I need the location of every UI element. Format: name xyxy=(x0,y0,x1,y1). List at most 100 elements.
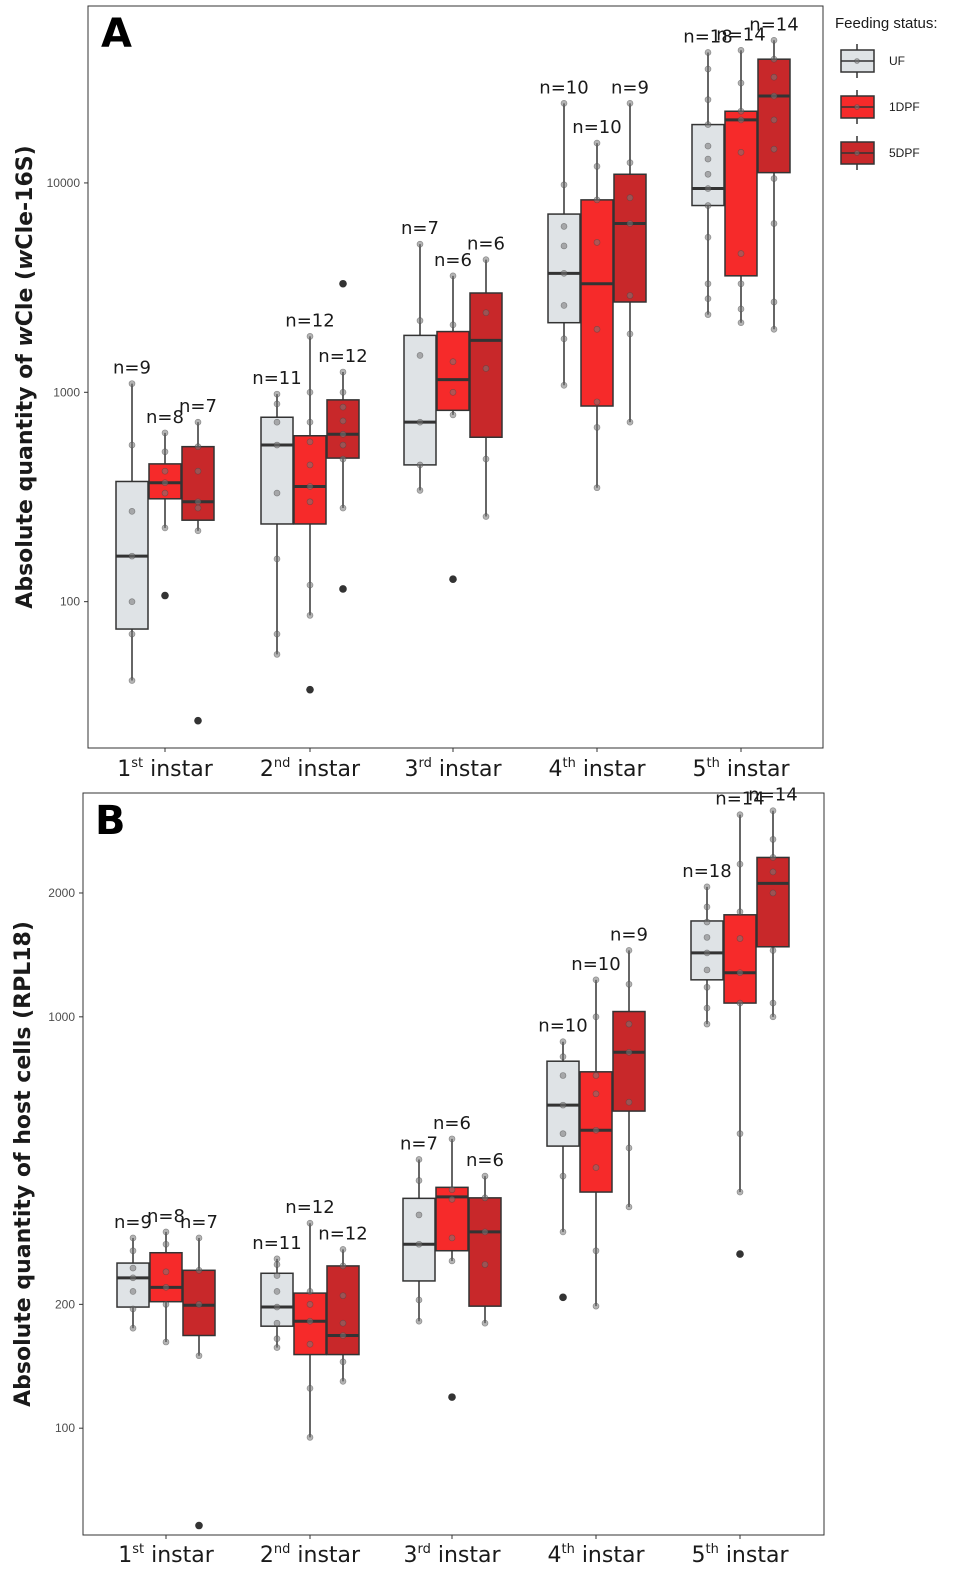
data-point xyxy=(704,233,712,241)
box-1dpf-2: n=12 xyxy=(285,310,335,694)
data-point xyxy=(128,677,136,684)
data-point xyxy=(736,935,744,942)
data-point xyxy=(736,999,744,1007)
data-point xyxy=(703,903,711,911)
data-point xyxy=(449,388,457,396)
data-point xyxy=(339,417,347,425)
box-body xyxy=(468,1197,502,1307)
data-point xyxy=(128,380,136,387)
data-point xyxy=(161,479,169,486)
box-body xyxy=(260,1272,294,1327)
data-point xyxy=(339,455,347,463)
data-point xyxy=(625,1020,633,1028)
sample-size-label: n=9 xyxy=(113,358,151,379)
data-point xyxy=(339,504,347,512)
outlier-point xyxy=(161,591,169,600)
sample-size-label: n=11 xyxy=(252,368,301,389)
sample-size-label: n=7 xyxy=(180,1212,218,1233)
data-point xyxy=(339,1319,347,1327)
data-point xyxy=(769,868,777,876)
data-point xyxy=(162,1228,170,1236)
sample-size-label: n=14 xyxy=(749,14,798,35)
data-point xyxy=(770,220,778,227)
x-tick-label: 1st instar xyxy=(118,1542,214,1568)
sample-size-label: n=9 xyxy=(114,1212,152,1233)
data-point xyxy=(737,116,745,124)
data-point xyxy=(306,1317,314,1325)
data-point xyxy=(593,398,601,406)
sample-size-label: n=7 xyxy=(179,396,217,417)
data-point xyxy=(416,418,424,426)
outlier-point xyxy=(339,585,347,593)
data-point xyxy=(273,390,281,398)
box-body xyxy=(469,292,503,438)
data-point xyxy=(559,1172,567,1180)
data-point xyxy=(770,116,778,124)
data-point xyxy=(559,1228,567,1236)
box-5dpf-4: n=9 xyxy=(611,77,649,426)
data-point xyxy=(626,194,634,202)
data-point xyxy=(703,1020,711,1028)
legend-title: Feeding status: xyxy=(835,15,938,32)
data-point xyxy=(481,1194,489,1202)
data-point xyxy=(704,142,712,150)
data-point xyxy=(273,630,281,638)
x-tick-label: 5th instar xyxy=(691,1542,789,1568)
data-point xyxy=(481,1172,489,1180)
data-point xyxy=(129,1305,137,1313)
data-point xyxy=(448,1186,456,1193)
data-point xyxy=(448,1257,456,1265)
sample-size-label: n=9 xyxy=(610,924,648,945)
data-point xyxy=(306,1301,314,1308)
data-point xyxy=(770,145,778,153)
data-point xyxy=(593,239,601,246)
data-point xyxy=(129,1288,137,1295)
box-body xyxy=(149,1251,183,1303)
data-point xyxy=(415,1240,423,1248)
data-point xyxy=(769,889,777,897)
series-1dpf: n=8 n=12 n=6 n=10 n=14 xyxy=(146,24,766,694)
data-point xyxy=(449,321,457,329)
data-point xyxy=(339,388,347,396)
series-5dpf: n=7 n=12 n=6 n=9 n=14 xyxy=(179,14,799,725)
x-tick-label: 1st instar xyxy=(117,756,213,782)
sample-size-label: n=10 xyxy=(538,1016,587,1037)
x-tick-label: 2nd instar xyxy=(260,1542,361,1568)
data-point xyxy=(416,352,424,359)
data-point xyxy=(339,1246,347,1253)
legend-item-1dpf: 1DPF xyxy=(840,90,920,124)
sample-size-label: n=12 xyxy=(285,310,334,331)
data-point xyxy=(704,280,712,288)
data-point xyxy=(770,298,778,306)
sample-size-label: n=18 xyxy=(682,861,731,882)
data-point xyxy=(161,467,169,475)
sample-size-label: n=14 xyxy=(716,24,765,45)
sample-size-label: n=10 xyxy=(539,77,588,98)
data-point xyxy=(560,242,568,250)
data-point xyxy=(339,1262,347,1270)
data-point xyxy=(704,49,712,56)
data-point xyxy=(626,220,634,227)
data-point xyxy=(306,483,314,490)
series-uf: n=9 n=11 n=7 n=10 n=18 xyxy=(113,26,733,684)
box-1dpf-4: n=10 xyxy=(572,117,622,492)
data-point xyxy=(737,280,745,288)
data-point xyxy=(194,418,202,426)
series-uf: n=9 n=11 n=7 n=10 n=18 xyxy=(114,861,732,1351)
data-point xyxy=(481,1228,489,1236)
data-point xyxy=(162,1268,170,1276)
data-point xyxy=(162,1240,170,1248)
data-point xyxy=(592,1247,600,1255)
y-axis-label: Absolute quantity of wCle (wCle-16S) xyxy=(13,145,38,608)
outlier-point xyxy=(449,575,457,584)
data-point xyxy=(559,1038,567,1045)
data-point xyxy=(592,1164,600,1171)
data-point xyxy=(482,455,490,463)
data-point xyxy=(195,1266,203,1274)
data-point xyxy=(416,317,424,324)
data-point xyxy=(704,65,712,73)
panel-letter: A xyxy=(101,11,132,57)
data-point xyxy=(481,1261,489,1268)
data-point xyxy=(626,330,634,338)
data-point xyxy=(482,513,490,520)
